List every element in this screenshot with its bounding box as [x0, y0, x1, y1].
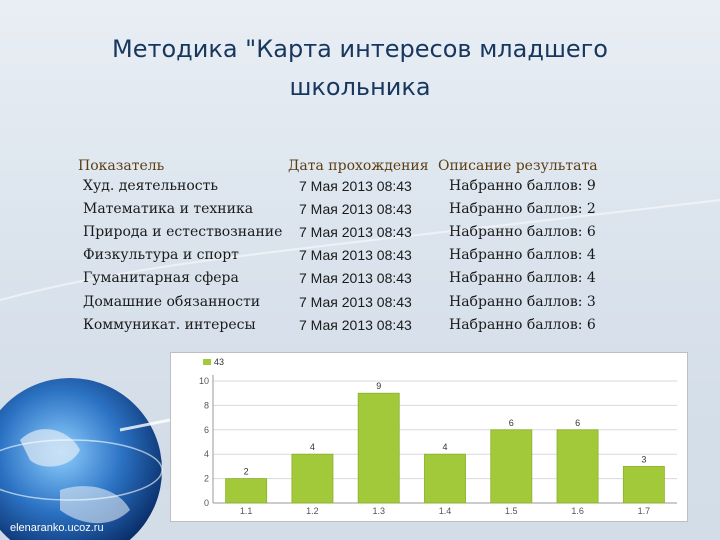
globe-image	[0, 378, 170, 540]
bar	[424, 453, 466, 504]
cell-result: Набранно баллов: 6	[449, 223, 596, 240]
slide-title: Методика "Карта интересов младшего школь…	[40, 30, 680, 106]
cell-result: Набранно баллов: 4	[449, 270, 596, 287]
cell-date: 7 Мая 2013 08:43	[299, 316, 412, 333]
data-label: 6	[575, 418, 580, 428]
x-tick-label: 1.1	[240, 506, 253, 516]
x-tick-label: 1.7	[638, 506, 651, 516]
data-label: 3	[641, 454, 646, 464]
x-tick-label: 1.5	[505, 506, 518, 516]
cell-date: 7 Мая 2013 08:43	[299, 293, 412, 310]
header-date: Дата прохождения	[288, 158, 429, 174]
y-tick-label: 0	[204, 498, 209, 508]
table-row: Коммуникат. интересы 7 Мая 2013 08:43 Набр…	[80, 313, 700, 336]
cell-indicator: Домашние обязанности	[83, 293, 261, 310]
chart-legend: 43	[203, 357, 224, 367]
cell-indicator: Худ. деятельность	[83, 177, 218, 194]
chart-svg: 0 2 4 6 8 10 2 1.1 4 1.2 9 1.3 4 1.4 6 1.5 6 1.6 3 1.7	[199, 375, 677, 516]
table-header: Показатель Дата прохождения Описание рез…	[78, 158, 700, 174]
cell-result: Набранно баллов: 9	[449, 177, 596, 194]
data-label: 6	[509, 418, 514, 428]
data-label: 4	[310, 442, 315, 452]
data-label: 2	[244, 467, 249, 477]
table-row: Физкультура и спорт 7 Мая 2013 08:43 Набра…	[80, 244, 700, 267]
y-tick-label: 4	[204, 449, 209, 459]
bar	[622, 466, 665, 504]
cell-indicator: Природа и естествознание	[83, 223, 283, 240]
x-tick-label: 1.4	[439, 506, 452, 516]
table-row: Природа и естествознание 7 Мая 2013 08:43…	[80, 220, 700, 243]
cell-date: 7 Мая 2013 08:43	[299, 200, 412, 217]
cell-indicator: Физкультура и спорт	[83, 247, 239, 264]
y-tick-label: 8	[204, 400, 209, 410]
results-table: Показатель Дата прохождения Описание рез…	[78, 158, 700, 336]
slide-title-line1: Методика "Карта интересов младшего	[112, 35, 608, 63]
x-tick-label: 1.3	[372, 506, 385, 516]
bar	[357, 392, 400, 504]
table-row: Гуманитарная сфера 7 Мая 2013 08:43 Набран…	[80, 267, 700, 290]
x-tick-label: 1.6	[571, 506, 584, 516]
cell-date: 7 Мая 2013 08:43	[299, 177, 412, 194]
bar-chart: 0 2 4 6 8 10 2 1.1 4 1.2 9 1.3 4 1.4 6 1.5 6 1.6 3 1.7 43	[170, 352, 688, 522]
cell-indicator: Коммуникат. интересы	[83, 316, 256, 333]
header-indicator: Показатель	[78, 158, 165, 174]
cell-indicator: Математика и техника	[83, 200, 254, 217]
slide-title-line2: школьника	[289, 73, 431, 101]
cell-date: 7 Мая 2013 08:43	[299, 223, 412, 240]
data-label: 9	[376, 381, 381, 391]
data-label: 4	[442, 442, 447, 452]
y-tick-label: 10	[199, 376, 209, 386]
cell-result: Набранно баллов: 2	[449, 200, 596, 217]
bar	[490, 429, 533, 504]
y-tick-label: 6	[204, 425, 209, 435]
bar	[556, 429, 599, 504]
cell-result: Набранно баллов: 3	[449, 293, 596, 310]
table-row: Домашние обязанности 7 Мая 2013 08:43 Набр…	[80, 290, 700, 313]
legend-swatch	[203, 359, 211, 365]
cell-indicator: Гуманитарная сфера	[83, 270, 239, 287]
site-url: elenaranko.ucoz.ru	[10, 522, 104, 534]
cell-date: 7 Мая 2013 08:43	[299, 270, 412, 287]
table-row: Худ. деятельность 7 Мая 2013 08:43 Набранн…	[80, 174, 700, 197]
bar	[291, 453, 334, 504]
cell-result: Набранно баллов: 6	[449, 316, 596, 333]
x-tick-label: 1.2	[306, 506, 319, 516]
cell-date: 7 Мая 2013 08:43	[299, 247, 412, 264]
legend-label: 43	[214, 357, 225, 367]
table-row: Математика и техника 7 Мая 2013 08:43 Набр…	[80, 197, 700, 220]
header-result: Описание результата	[438, 158, 598, 174]
y-tick-label: 2	[204, 474, 209, 484]
bar	[225, 478, 268, 504]
cell-result: Набранно баллов: 4	[449, 247, 596, 264]
